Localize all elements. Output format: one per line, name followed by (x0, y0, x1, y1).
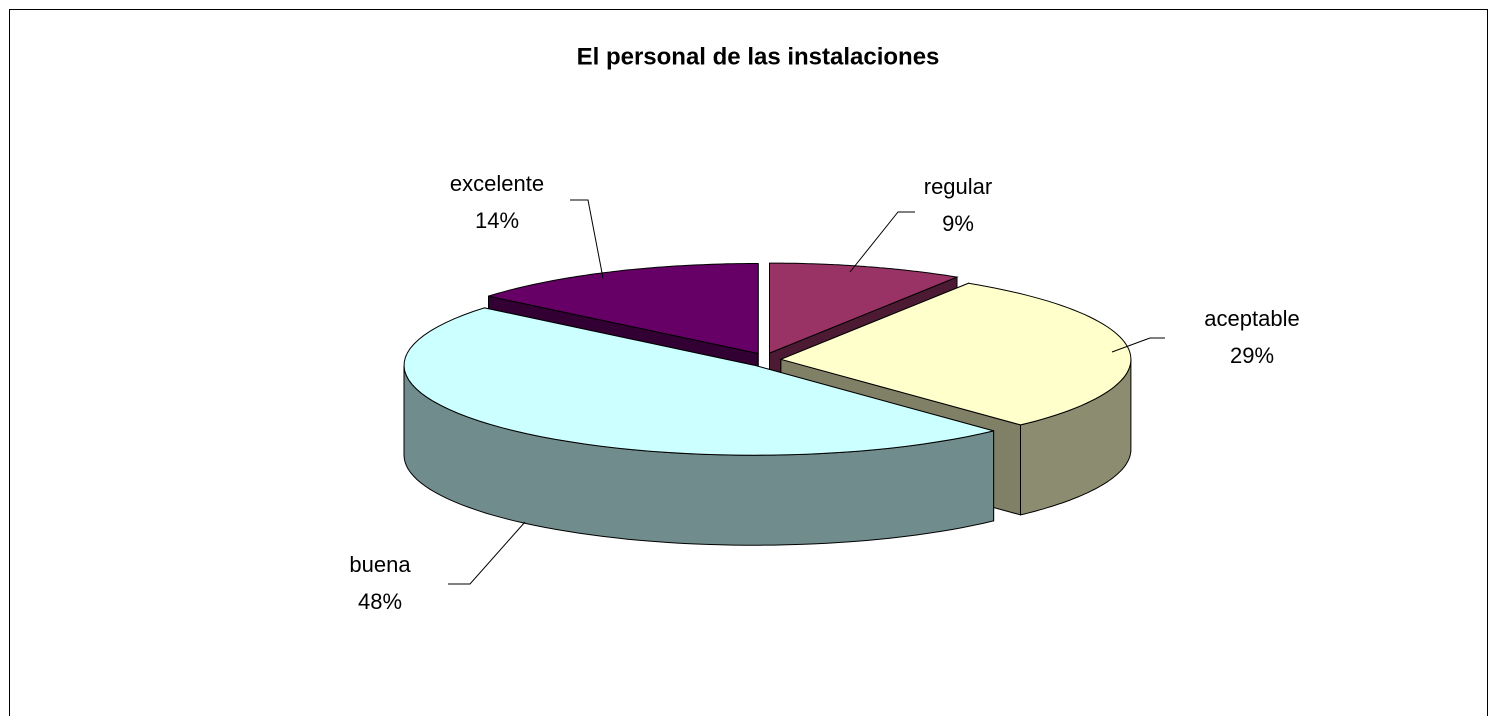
slice-value-label: 14% (475, 208, 519, 233)
slice-top (779, 282, 1132, 426)
slice-top (769, 262, 959, 354)
slice-top (488, 263, 759, 355)
labels: regular 9% aceptable 29% buena 48% excelente 14… (349, 171, 1299, 614)
leader-line (570, 199, 604, 279)
chart-title: El personal de las instalaciones (577, 43, 940, 70)
leader-line (448, 521, 526, 585)
pie (403, 262, 1132, 546)
slice-value-label: 29% (1230, 343, 1274, 368)
slice-top (403, 307, 994, 456)
slice-value-label: 48% (358, 589, 402, 614)
slice (403, 307, 995, 546)
chart-frame (9, 9, 1488, 716)
slice-label: buena (349, 552, 411, 577)
slice-value-label: 9% (942, 211, 974, 236)
leader-line (849, 211, 915, 273)
slice-label: aceptable (1204, 306, 1299, 331)
leader-line (1111, 337, 1165, 353)
slice-label: regular (924, 174, 992, 199)
slice-label: excelente (450, 171, 544, 196)
